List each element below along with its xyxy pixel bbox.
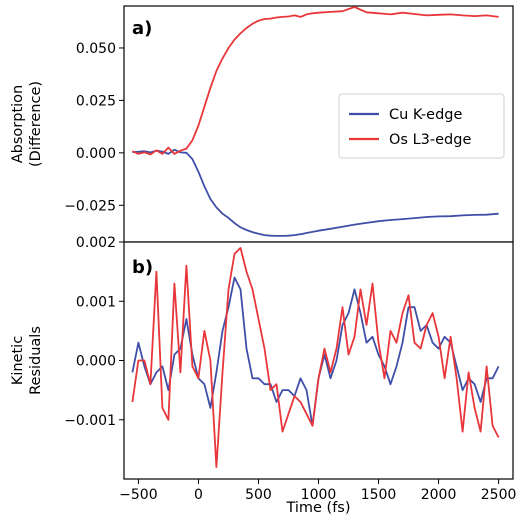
x-tick-label: 500 — [245, 487, 272, 503]
panel-label: a) — [132, 18, 152, 39]
y-tick-label: 0.000 — [76, 354, 116, 370]
panel-a-chart: −0.025 0.000 0.025 0.050 Absorption (Differen… — [10, 5, 514, 243]
x-tick-label: 1000 — [301, 487, 337, 503]
y-tick-label: −0.025 — [64, 198, 116, 214]
y-tick-label: 0.000 — [76, 146, 116, 162]
y-axis-label: Kinetic — [10, 336, 26, 385]
y-tick-label: −0.001 — [64, 413, 116, 429]
y-tick-label: 0.025 — [76, 93, 116, 109]
panel-label: b) — [132, 257, 153, 278]
plot-frame — [123, 241, 514, 480]
series-line-os-l3-edge — [132, 6, 499, 156]
legend-entry: Os L3-edge — [389, 132, 471, 148]
legend-entry: Cu K-edge — [389, 107, 462, 123]
y-tick-label: 0.002 — [76, 235, 116, 251]
panel-b-chart: −0.001 0.000 0.001 0.002 −500 0 500 1000 1500 200… — [10, 235, 516, 516]
x-axis-label: Time (fs) — [285, 500, 350, 516]
x-tick-label: 2000 — [421, 487, 457, 503]
y-axis-label: Residuals — [28, 326, 44, 395]
y-tick-label: 0.050 — [76, 41, 116, 57]
x-tick-label: 2500 — [481, 487, 517, 503]
x-tick-label: −500 — [119, 487, 157, 503]
x-tick-label: 0 — [194, 487, 203, 503]
y-axis-label: Absorption — [10, 85, 26, 164]
x-tick-label: 1500 — [361, 487, 397, 503]
series-line-os-l3-edge — [131, 246, 500, 469]
y-axis-label: (Difference) — [28, 81, 44, 167]
y-tick-label: 0.001 — [76, 294, 116, 310]
legend-box — [338, 93, 505, 159]
